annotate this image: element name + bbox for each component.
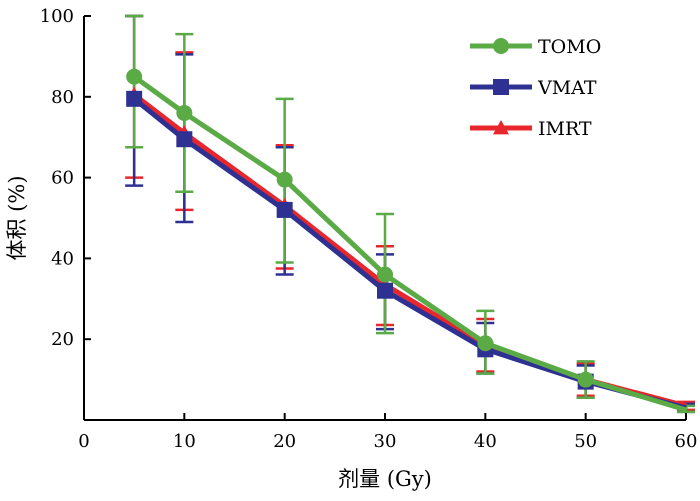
plot-area: 0 10 20 30 40 50 60 20 40 60 80 100 <box>40 6 698 452</box>
x-tick-label: 30 <box>374 431 397 452</box>
error-bars <box>125 14 695 414</box>
legend-label: IMRT <box>538 118 592 140</box>
x-axis-title: 剂量 (Gy) <box>338 467 432 491</box>
data-point-triangle <box>493 120 509 135</box>
legend-item-imrt: IMRT <box>470 118 592 140</box>
series-vmat-errorbars <box>125 14 695 414</box>
y-ticks: 20 40 60 80 100 <box>40 6 91 350</box>
y-tick-label: 20 <box>51 329 74 350</box>
data-point-square <box>493 79 509 95</box>
series-line <box>132 92 687 409</box>
x-tick-label: 10 <box>173 431 196 452</box>
series-imrt <box>126 86 687 409</box>
legend-label: TOMO <box>538 36 601 58</box>
series-line <box>132 96 687 411</box>
legend: TOMO VMAT IMRT <box>470 36 601 140</box>
data-point-square <box>377 282 393 299</box>
y-tick-label: 100 <box>40 6 74 27</box>
y-tick-label: 60 <box>51 168 74 189</box>
data-point-circle <box>276 171 293 188</box>
y-tick-label: 40 <box>51 248 74 269</box>
y-axis-title: 体积 (%) <box>5 175 29 260</box>
y-tick-label: 80 <box>51 87 74 108</box>
series-imrt-errorbars <box>125 14 695 412</box>
x-tick-label: 20 <box>273 431 296 452</box>
series-vmat <box>126 90 687 411</box>
series-tomo-errorbars <box>125 14 695 414</box>
data-point-circle <box>377 266 393 283</box>
data-point-square <box>176 131 193 148</box>
data-point-circle <box>176 104 193 121</box>
data-point-circle <box>126 68 143 85</box>
x-tick-label: 50 <box>574 431 597 452</box>
data-point-circle <box>477 335 494 352</box>
data-point-square <box>126 90 143 107</box>
x-tick-label: 0 <box>78 431 89 452</box>
x-ticks: 0 10 20 30 40 50 60 <box>78 413 697 452</box>
legend-label: VMAT <box>537 77 597 99</box>
series-lines <box>126 68 687 413</box>
series-line <box>132 74 687 413</box>
data-point-circle <box>577 371 594 388</box>
legend-item-vmat: VMAT <box>470 77 597 99</box>
data-point-circle <box>493 38 509 54</box>
series-tomo <box>126 68 687 413</box>
x-tick-label: 60 <box>675 431 698 452</box>
x-tick-label: 40 <box>474 431 497 452</box>
legend-item-tomo: TOMO <box>470 36 601 58</box>
data-point-square <box>276 201 293 218</box>
